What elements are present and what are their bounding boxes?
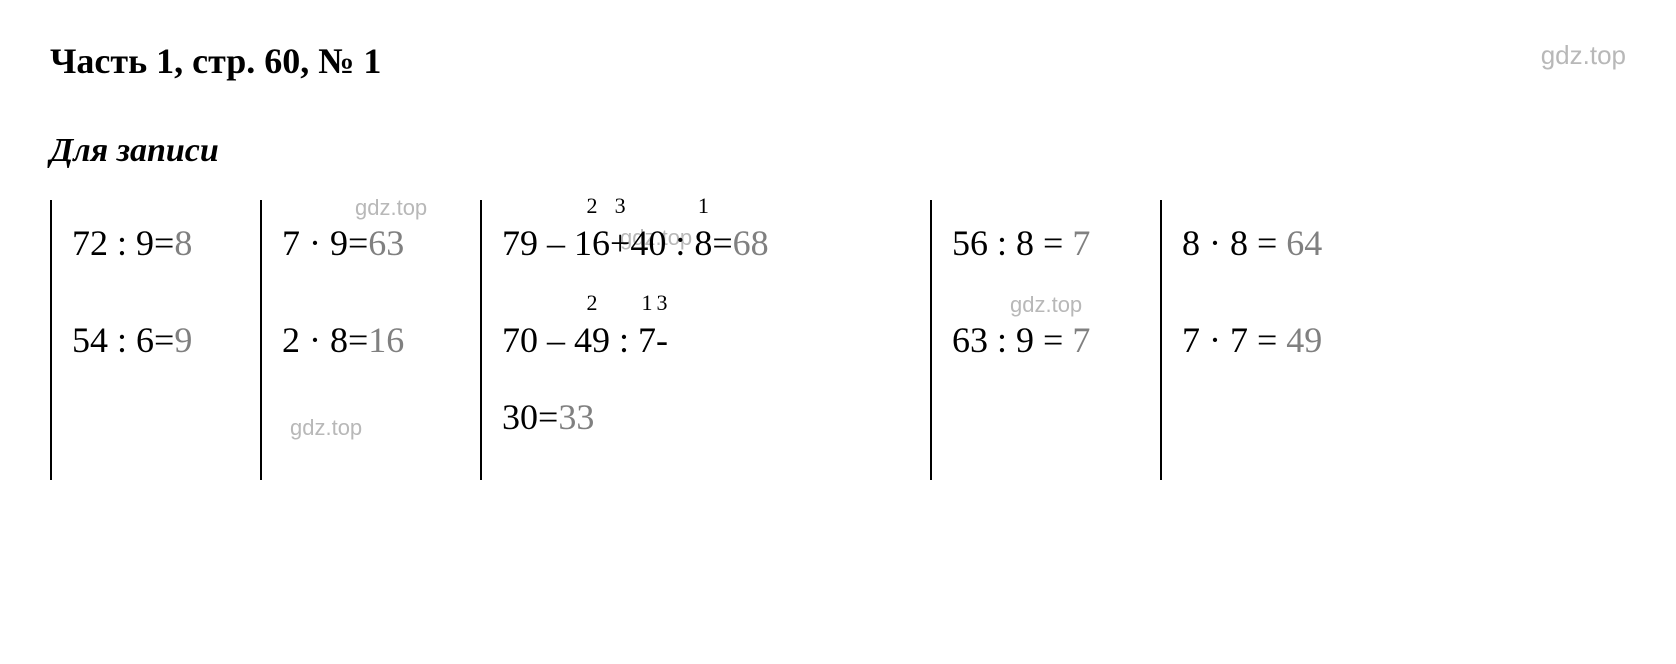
expr-part: +: [610, 223, 630, 263]
equation: 63 : 9 = 7: [952, 317, 1140, 364]
equation: 56 : 8 = 7: [952, 220, 1140, 267]
expr-part: -: [656, 320, 668, 360]
table-column: 72 : 9=8 54 : 6=9: [50, 200, 260, 480]
result: 49: [1286, 320, 1322, 360]
equation: 8 · 8 = 64: [1182, 220, 1370, 267]
expression: 54 : 6=: [72, 320, 174, 360]
equation: 30=33: [502, 394, 910, 441]
expression: 63 : 9 =: [952, 320, 1072, 360]
result: 9: [174, 320, 192, 360]
equation: 72 : 9=8: [72, 220, 240, 267]
equation: 7 · 9=63: [282, 220, 460, 267]
table-column: 79 – 2163+40 : 18=68 70 – 249 : 173 - 30…: [480, 200, 930, 480]
result: 7: [1072, 320, 1090, 360]
result: 33: [558, 397, 594, 437]
watermark-top: gdz.top: [1541, 40, 1626, 71]
expr-part: :: [666, 223, 694, 263]
result: 68: [733, 223, 769, 263]
equation: 54 : 6=9: [72, 317, 240, 364]
order-superscript: 2: [587, 289, 598, 318]
order-superscript: 1: [642, 289, 653, 318]
expr-part: =: [712, 223, 732, 263]
expression: 8 · 8 =: [1182, 223, 1286, 263]
expr-part: 8: [694, 223, 712, 263]
expr-part: 70 –: [502, 320, 574, 360]
equation: 7 · 7 = 49: [1182, 317, 1370, 364]
table-column: 56 : 8 = 7 63 : 9 = 7: [930, 200, 1160, 480]
equation: 70 – 249 : 173 -: [502, 317, 910, 364]
result: 16: [368, 320, 404, 360]
result: 7: [1072, 223, 1090, 263]
order-superscript: 3: [657, 289, 668, 318]
expr-part: :: [610, 320, 638, 360]
subtitle: Для записи: [50, 132, 1626, 170]
expression: 72 : 9=: [72, 223, 174, 263]
expression: 7 · 9=: [282, 223, 368, 263]
result: 63: [368, 223, 404, 263]
equation: 2 · 8=16: [282, 317, 460, 364]
equation: 79 – 2163+40 : 18=68: [502, 220, 910, 267]
result: 8: [174, 223, 192, 263]
expression: 2 · 8=: [282, 320, 368, 360]
expr-part: 49: [574, 320, 610, 360]
table-column: 7 · 9=63 2 · 8=16: [260, 200, 480, 480]
expr-part: 16: [574, 223, 610, 263]
page-title: Часть 1, стр. 60, № 1: [50, 40, 381, 82]
equation-table: gdz.top gdz.top gdz.top gdz.top 72 : 9=8…: [50, 200, 1626, 480]
result: 64: [1286, 223, 1322, 263]
expr-part: 79 –: [502, 223, 574, 263]
order-superscript: 3: [615, 192, 626, 221]
expression: 56 : 8 =: [952, 223, 1072, 263]
table-column: 8 · 8 = 64 7 · 7 = 49: [1160, 200, 1390, 480]
expr-part: 7: [638, 320, 656, 360]
expression: 30=: [502, 397, 558, 437]
order-superscript: 2: [587, 192, 598, 221]
expression: 7 · 7 =: [1182, 320, 1286, 360]
expr-part: 40: [630, 223, 666, 263]
order-superscript: 1: [698, 192, 709, 221]
